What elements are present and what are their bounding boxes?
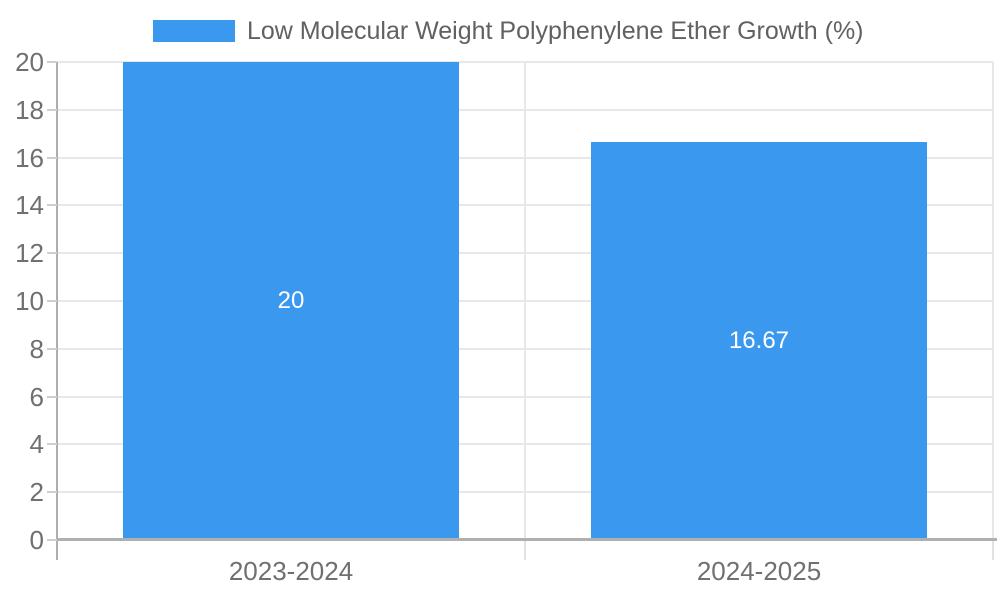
y-axis-line	[56, 62, 58, 560]
bar-2024-2025: 16.67	[590, 141, 928, 540]
x-axis-category-label: 2024-2025	[696, 556, 822, 586]
y-tick	[47, 300, 57, 302]
x-axis-line	[56, 538, 997, 541]
y-axis-tick-label: 20	[15, 47, 44, 77]
y-tick	[47, 156, 57, 159]
y-tick	[47, 395, 57, 398]
category-divider-line	[524, 62, 526, 540]
y-axis-tick-label: 18	[15, 94, 44, 125]
y-axis-tick-label: 2	[29, 477, 44, 508]
y-axis-tick-label: 12	[15, 238, 44, 269]
y-tick	[47, 204, 57, 207]
y-tick	[47, 347, 57, 350]
category-divider-line	[992, 62, 994, 540]
y-tick	[47, 108, 57, 111]
x-axis-boundary-tick	[992, 541, 994, 560]
plot-area: 20 16.67	[57, 61, 994, 540]
y-tick	[47, 491, 57, 494]
x-axis-boundary-tick	[524, 541, 526, 560]
y-tick	[47, 61, 57, 63]
bar-value-label: 16.67	[728, 326, 790, 354]
legend-swatch	[153, 20, 235, 42]
legend-label: Low Molecular Weight Polyphenylene Ether…	[247, 16, 864, 45]
y-axis-tick-label: 8	[29, 333, 44, 364]
chart-legend: Low Molecular Weight Polyphenylene Ether…	[153, 17, 864, 45]
y-axis-tick-label: 4	[29, 429, 44, 460]
y-tick	[47, 252, 57, 255]
y-tick	[47, 539, 57, 541]
y-axis-tick-label: 10	[15, 286, 44, 316]
y-axis-tick-label: 0	[29, 525, 44, 555]
y-tick	[47, 443, 57, 446]
y-axis-tick-label: 16	[15, 142, 44, 173]
bar-2023-2024: 20	[122, 62, 460, 540]
y-axis-tick-label: 6	[29, 381, 44, 412]
y-axis-tick-label: 14	[15, 190, 44, 221]
x-axis-category-label: 2023-2024	[228, 556, 354, 586]
bar-value-label: 20	[277, 287, 305, 314]
